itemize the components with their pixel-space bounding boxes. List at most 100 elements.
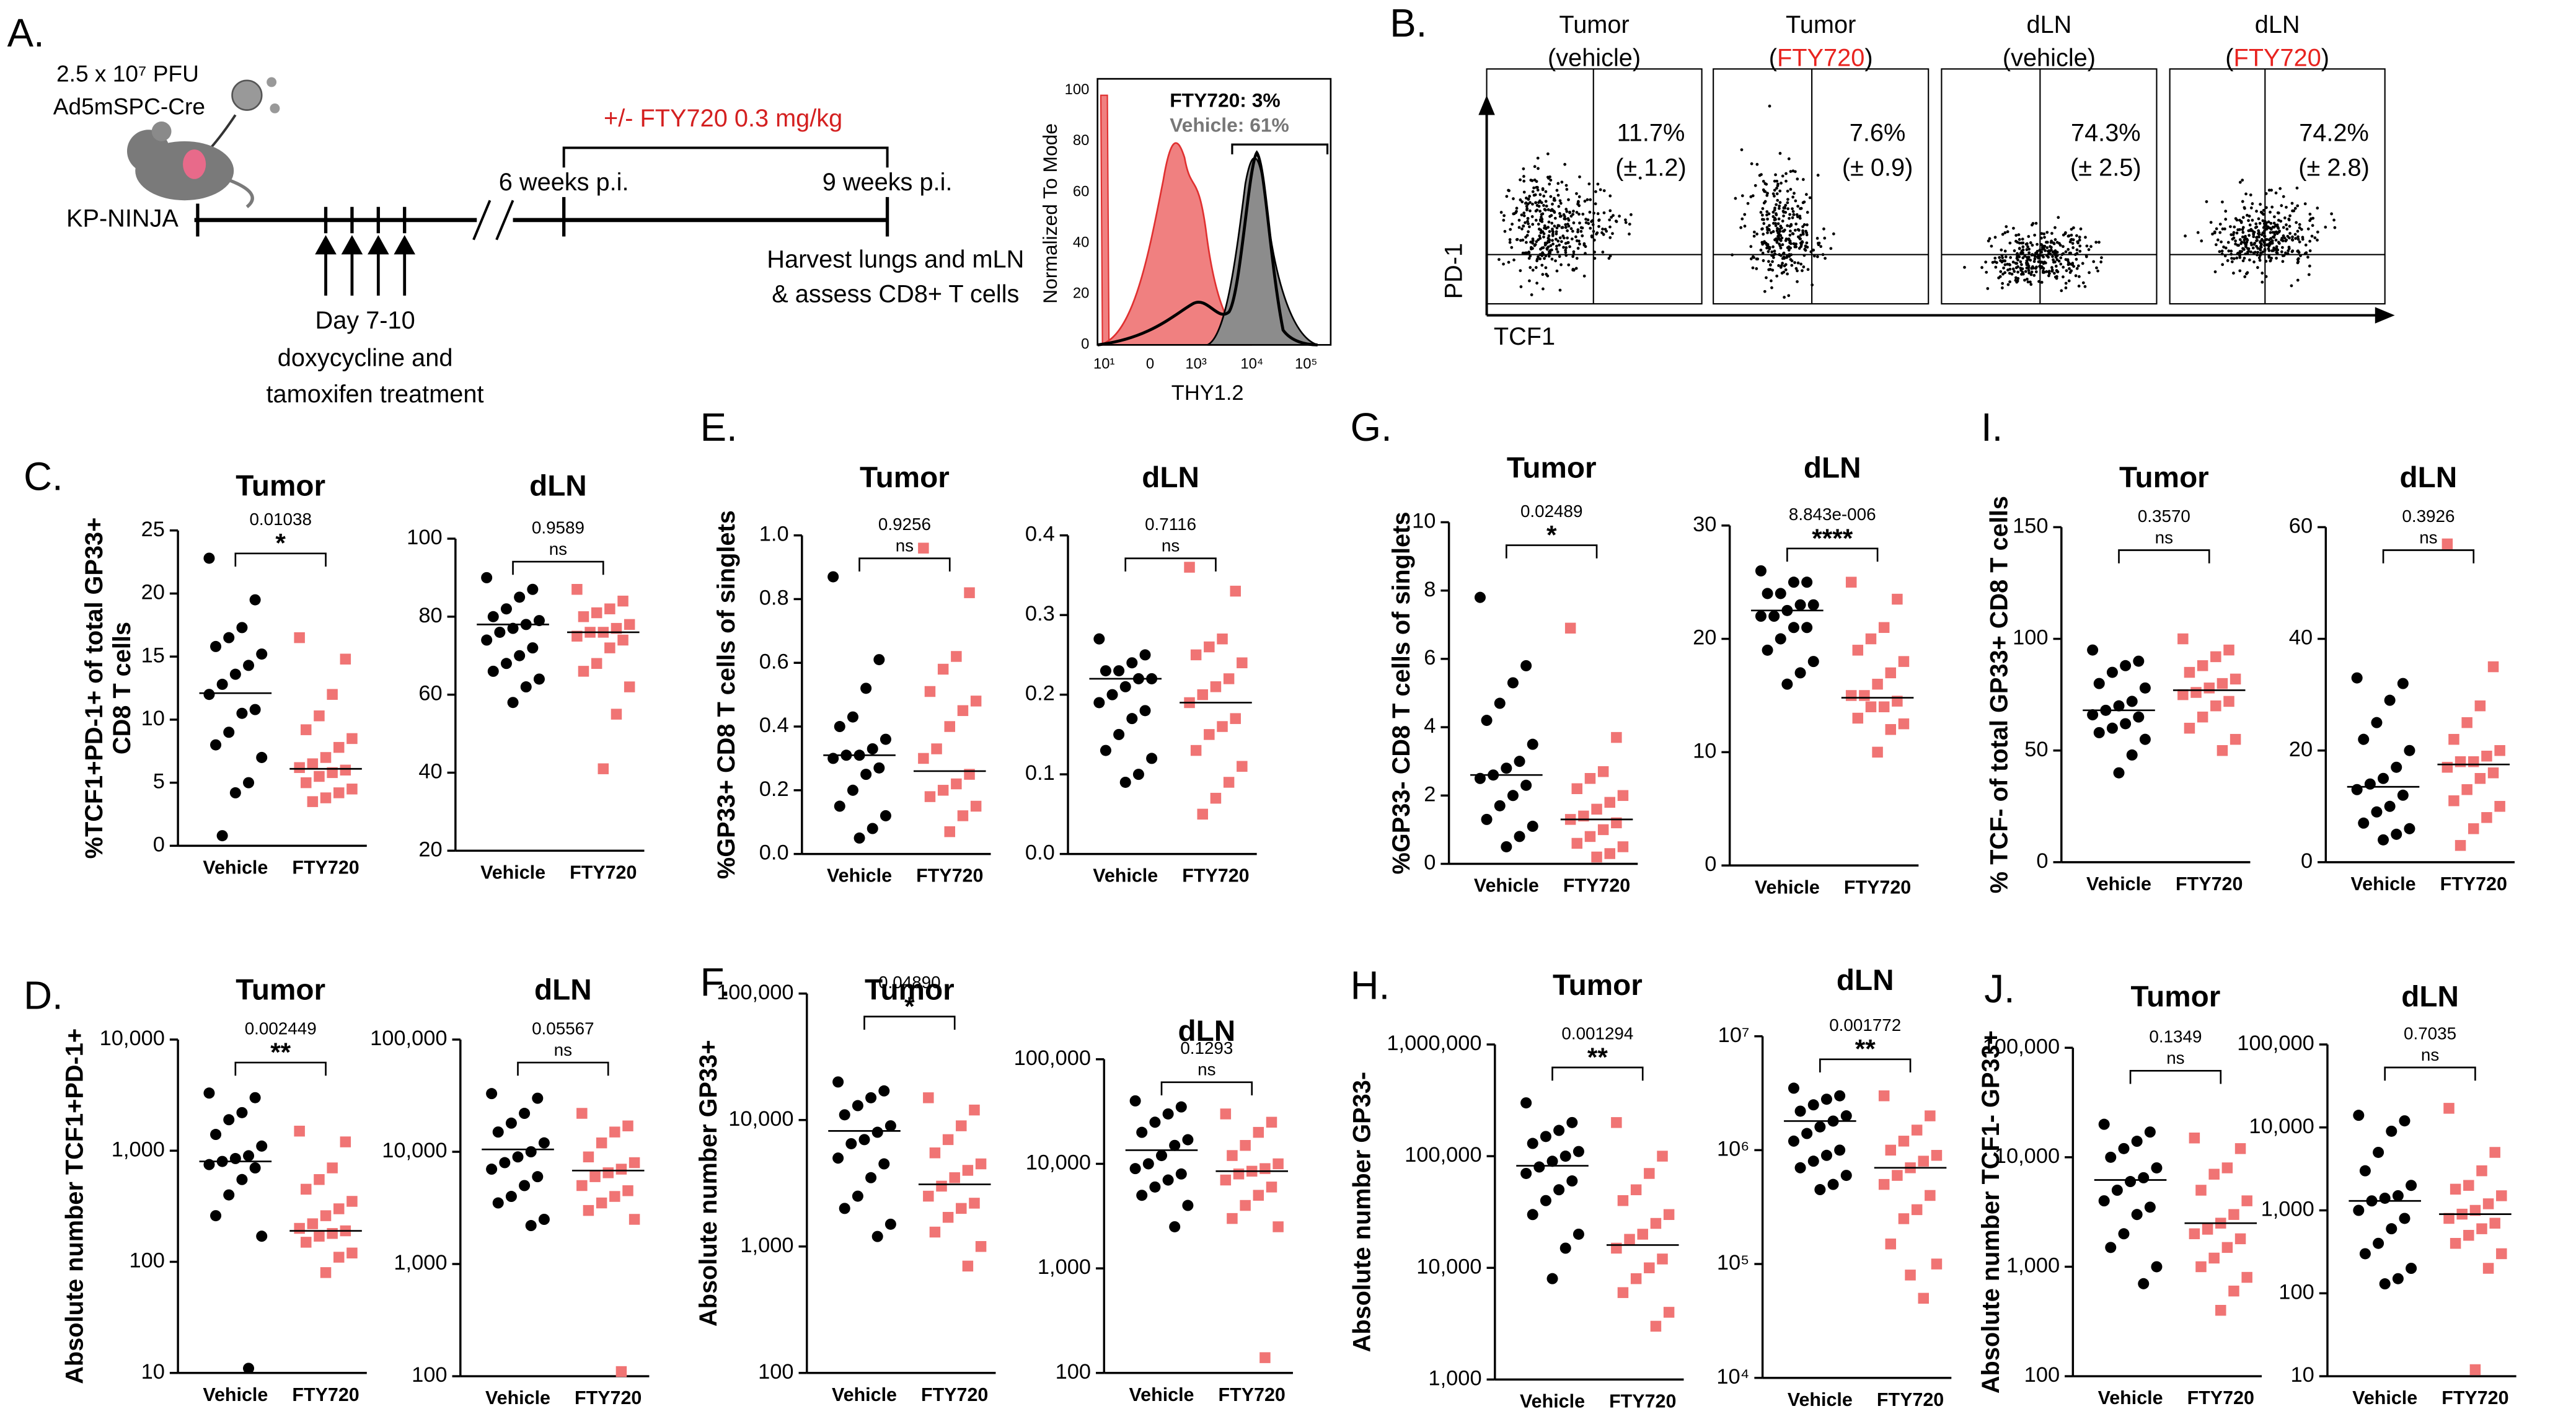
data-point (2359, 1248, 2371, 1260)
flow-event (2267, 247, 2270, 250)
data-point (2487, 661, 2499, 673)
data-point (1501, 762, 1512, 774)
p-value: 0.1349 (2149, 1027, 2202, 1046)
flow-event (2001, 286, 2004, 289)
flow-event (2304, 243, 2308, 247)
data-point (1571, 783, 1583, 795)
p-value: 0.9589 (532, 518, 584, 537)
x-tick-label: 10³ (1185, 355, 1207, 372)
data-point (2461, 717, 2472, 728)
flow-event (2020, 273, 2023, 276)
data-point (2133, 711, 2145, 723)
flow-event (1759, 249, 1763, 252)
flow-event (2316, 206, 2319, 210)
flow-event (2218, 250, 2221, 254)
data-point (951, 778, 962, 790)
flow-event (2211, 232, 2214, 236)
data-point (236, 1107, 248, 1118)
x-tick-label: Vehicle (203, 857, 268, 878)
flow-event (2099, 260, 2103, 263)
flow-event (1765, 182, 1768, 186)
flow-event (2316, 230, 2319, 234)
data-point (1527, 738, 1538, 750)
flow-event (2238, 238, 2242, 241)
data-point (1132, 769, 1144, 780)
flow-event (2278, 229, 2281, 233)
flow-event (2246, 271, 2249, 275)
p-value: 0.3926 (2402, 506, 2455, 526)
treatment-label: +/- FTY720 0.3 mg/kg (604, 105, 842, 132)
flow-event (2243, 257, 2246, 260)
flow-event (2047, 274, 2050, 278)
data-point (346, 1247, 358, 1259)
data-point (617, 634, 629, 646)
flow-event (1564, 208, 1568, 211)
flow-event (2045, 231, 2049, 234)
flow-event (1512, 197, 1515, 200)
flow-event (2277, 211, 2280, 214)
lung-icon (183, 149, 206, 179)
flow-event (1773, 179, 1776, 183)
flow-event (2296, 229, 2300, 233)
data-point (867, 823, 878, 834)
flow-event (2267, 254, 2271, 258)
data-point (2234, 1233, 2246, 1245)
flow-event (1608, 209, 1612, 213)
data-point (2397, 789, 2409, 801)
x-tick-label: FTY720 (292, 1384, 359, 1405)
flow-event (2224, 246, 2228, 250)
flow-event (2030, 270, 2034, 274)
flow-event (2281, 239, 2285, 242)
flow-event (1595, 232, 1598, 236)
flow-event (2238, 269, 2242, 273)
flow-event (1577, 200, 1580, 203)
data-point (2241, 1195, 2252, 1206)
flow-event (1531, 190, 1535, 193)
timepoint-label: 6 weeks p.i. (499, 169, 629, 196)
flow-event (2243, 236, 2247, 240)
flow-event (2232, 272, 2235, 275)
data-point (1162, 1108, 1174, 1120)
flow-event (2252, 235, 2256, 239)
chart-title: Tumor (236, 974, 325, 1007)
flow-event (1782, 255, 1786, 258)
flow-event (1801, 232, 1805, 236)
flow-event (2021, 245, 2025, 249)
data-point (1136, 1190, 1148, 1201)
flow-event (2273, 233, 2277, 237)
flow-event (2243, 206, 2246, 210)
data-point (854, 832, 865, 844)
flow-event (1576, 228, 1580, 232)
flow-event (2243, 248, 2246, 251)
flow-event (2029, 241, 2032, 244)
data-point (957, 810, 969, 821)
y-tick-label: 0.4 (759, 714, 789, 737)
flow-event (1549, 244, 1553, 247)
flow-event (1568, 245, 1571, 249)
flow-event (1752, 234, 1756, 238)
data-point (1834, 1144, 1846, 1156)
flow-event (2029, 280, 2032, 284)
data-point (1617, 790, 1629, 802)
flow-event (2277, 242, 2281, 245)
flow-event (1775, 187, 1778, 190)
significance-bracket (234, 1061, 327, 1076)
y-tick-label: 30 (1693, 513, 1716, 536)
flow-event (2316, 238, 2319, 242)
significance-bracket (858, 557, 951, 572)
flow-event (2257, 217, 2261, 221)
flow-event (2237, 244, 2241, 247)
data-point (1820, 1094, 1832, 1105)
flow-event (2274, 238, 2278, 242)
x-tick-label: Vehicle (1093, 865, 1158, 886)
p-value: 0.04890 (878, 973, 940, 992)
flow-event (1562, 213, 1566, 216)
data-point (1507, 790, 1519, 802)
data-point (2223, 696, 2234, 707)
data-point (500, 603, 512, 615)
flow-event (2310, 234, 2314, 238)
flow-event (1788, 238, 1791, 242)
data-point (1126, 657, 1138, 669)
flow-event (2077, 285, 2081, 288)
flow-event (2270, 188, 2274, 192)
